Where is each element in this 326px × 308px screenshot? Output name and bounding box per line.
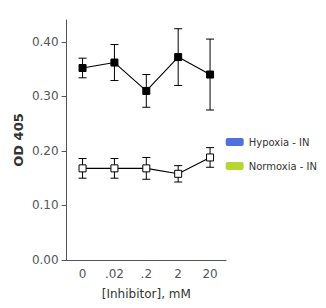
svg-text:[Inhibitor], mM: [Inhibitor], mM (102, 287, 191, 301)
svg-text:20: 20 (202, 267, 217, 281)
svg-text:0.00: 0.00 (32, 253, 59, 267)
svg-text:2: 2 (174, 267, 182, 281)
svg-text:OD 405: OD 405 (11, 113, 26, 167)
svg-text:0.10: 0.10 (32, 198, 59, 212)
svg-text:0.40: 0.40 (32, 35, 59, 49)
svg-text:0.20: 0.20 (32, 144, 59, 158)
svg-text:.2: .2 (141, 267, 152, 281)
svg-text:.02: .02 (105, 267, 124, 281)
svg-text:Normoxia - IN: Normoxia - IN (249, 161, 317, 172)
svg-text:Hypoxia - IN: Hypoxia - IN (249, 137, 310, 148)
svg-text:0.30: 0.30 (32, 89, 59, 103)
svg-text:0: 0 (79, 267, 87, 281)
